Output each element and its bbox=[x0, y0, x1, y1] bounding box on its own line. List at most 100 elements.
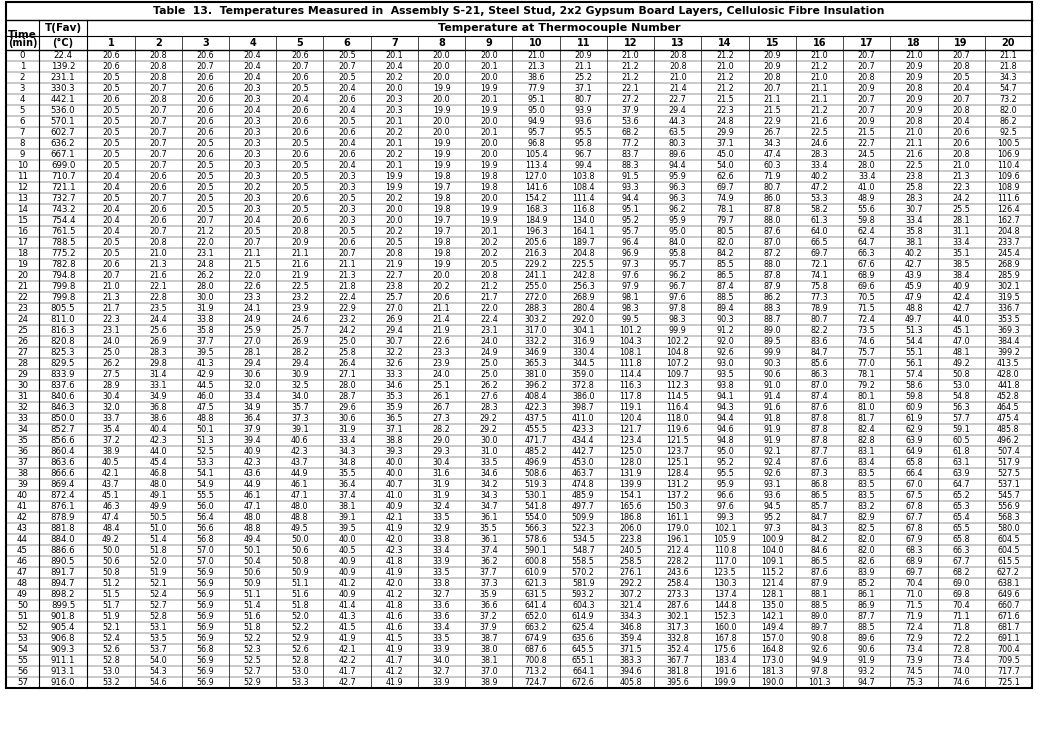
Text: 72.1: 72.1 bbox=[811, 260, 828, 269]
Text: 74.6: 74.6 bbox=[857, 337, 875, 346]
Text: 82.0: 82.0 bbox=[716, 238, 734, 247]
Text: 891.7: 891.7 bbox=[51, 568, 76, 577]
Text: 20.1: 20.1 bbox=[480, 128, 497, 137]
Text: 66.4: 66.4 bbox=[905, 469, 923, 478]
Text: 101.3: 101.3 bbox=[809, 678, 830, 687]
Text: 99.9: 99.9 bbox=[668, 326, 687, 335]
Text: 52.7: 52.7 bbox=[149, 601, 167, 610]
Text: 21.3: 21.3 bbox=[338, 271, 356, 280]
Text: 44.0: 44.0 bbox=[149, 447, 167, 456]
Text: 94.7: 94.7 bbox=[857, 678, 875, 687]
Text: 41.7: 41.7 bbox=[385, 656, 403, 665]
Text: 21.1: 21.1 bbox=[244, 249, 262, 258]
Text: 399.2: 399.2 bbox=[996, 348, 1019, 357]
Text: 36.1: 36.1 bbox=[480, 535, 497, 544]
Text: 32.7: 32.7 bbox=[433, 590, 450, 599]
Text: 33.1: 33.1 bbox=[149, 381, 167, 390]
Text: 522.3: 522.3 bbox=[572, 524, 595, 533]
Text: 87.6: 87.6 bbox=[763, 227, 781, 236]
Text: 40.9: 40.9 bbox=[338, 590, 356, 599]
Text: 51.4: 51.4 bbox=[149, 535, 167, 544]
Text: 30.4: 30.4 bbox=[433, 458, 450, 467]
Text: 56.9: 56.9 bbox=[196, 667, 214, 676]
Text: 20: 20 bbox=[17, 271, 28, 280]
Text: 51.5: 51.5 bbox=[102, 590, 119, 599]
Text: 63.9: 63.9 bbox=[952, 469, 969, 478]
Text: 191.6: 191.6 bbox=[714, 667, 736, 676]
Text: 27.1: 27.1 bbox=[338, 370, 356, 379]
Text: 92.0: 92.0 bbox=[716, 337, 734, 346]
Text: 20.4: 20.4 bbox=[102, 172, 119, 181]
Text: 83.5: 83.5 bbox=[857, 491, 875, 500]
Text: 27.0: 27.0 bbox=[385, 304, 403, 313]
Text: 19.7: 19.7 bbox=[433, 227, 450, 236]
Text: 699.0: 699.0 bbox=[51, 161, 76, 170]
Text: 441.8: 441.8 bbox=[998, 381, 1019, 390]
Text: 34.6: 34.6 bbox=[480, 469, 497, 478]
Text: 93.8: 93.8 bbox=[716, 381, 734, 390]
Text: 116.3: 116.3 bbox=[620, 381, 641, 390]
Text: 83.9: 83.9 bbox=[857, 568, 875, 577]
Text: 137.4: 137.4 bbox=[714, 590, 736, 599]
Text: 26.9: 26.9 bbox=[149, 337, 167, 346]
Text: 21.0: 21.0 bbox=[622, 51, 639, 60]
Text: 82.9: 82.9 bbox=[857, 513, 875, 522]
Text: 47.5: 47.5 bbox=[196, 403, 214, 412]
Text: 24.6: 24.6 bbox=[811, 139, 828, 148]
Text: 89.6: 89.6 bbox=[857, 634, 875, 643]
Text: 32: 32 bbox=[17, 403, 28, 412]
Text: 530.1: 530.1 bbox=[525, 491, 547, 500]
Text: 88.5: 88.5 bbox=[857, 623, 875, 632]
Text: 47: 47 bbox=[17, 568, 28, 577]
Text: 25.0: 25.0 bbox=[338, 337, 356, 346]
Text: 860.4: 860.4 bbox=[51, 447, 76, 456]
Text: 256.3: 256.3 bbox=[572, 282, 595, 291]
Text: 22.8: 22.8 bbox=[149, 293, 167, 302]
Text: 20.6: 20.6 bbox=[433, 293, 450, 302]
Text: 40.0: 40.0 bbox=[385, 469, 403, 478]
Text: 18: 18 bbox=[17, 249, 28, 258]
Text: 41.2: 41.2 bbox=[338, 579, 356, 588]
Text: 604.5: 604.5 bbox=[998, 546, 1019, 555]
Text: 20.1: 20.1 bbox=[385, 51, 403, 60]
Text: 47.2: 47.2 bbox=[811, 183, 828, 192]
Text: 32.2: 32.2 bbox=[385, 348, 403, 357]
Text: 19.8: 19.8 bbox=[433, 205, 450, 214]
Text: 233.7: 233.7 bbox=[998, 238, 1019, 247]
Text: 22.6: 22.6 bbox=[433, 337, 450, 346]
Text: 66.3: 66.3 bbox=[953, 546, 969, 555]
Text: 20.1: 20.1 bbox=[385, 161, 403, 170]
Text: Temperature at Thermocouple Number: Temperature at Thermocouple Number bbox=[438, 23, 681, 33]
Text: 92.5: 92.5 bbox=[1000, 128, 1017, 137]
Text: 42.9: 42.9 bbox=[196, 370, 214, 379]
Text: 37.3: 37.3 bbox=[291, 414, 308, 423]
Text: 45.0: 45.0 bbox=[716, 150, 734, 159]
Text: 20.7: 20.7 bbox=[857, 51, 875, 60]
Text: 21.6: 21.6 bbox=[811, 117, 828, 126]
Text: 45: 45 bbox=[17, 546, 28, 555]
Text: 21.2: 21.2 bbox=[716, 84, 734, 93]
Text: 21.1: 21.1 bbox=[811, 84, 828, 93]
Text: 19.7: 19.7 bbox=[433, 216, 450, 225]
Text: 26.1: 26.1 bbox=[433, 392, 450, 401]
Text: 164.8: 164.8 bbox=[761, 645, 784, 654]
Text: 381.0: 381.0 bbox=[525, 370, 547, 379]
Text: 13: 13 bbox=[671, 38, 684, 48]
Text: 700.8: 700.8 bbox=[525, 656, 547, 665]
Text: 83.5: 83.5 bbox=[857, 469, 875, 478]
Text: 38.0: 38.0 bbox=[480, 645, 497, 654]
Text: 63.1: 63.1 bbox=[953, 458, 969, 467]
Text: 54.4: 54.4 bbox=[905, 337, 923, 346]
Text: 85.6: 85.6 bbox=[811, 359, 828, 368]
Text: 95.2: 95.2 bbox=[622, 216, 639, 225]
Text: 5: 5 bbox=[297, 38, 303, 48]
Text: 713.2: 713.2 bbox=[524, 667, 547, 676]
Text: 20.7: 20.7 bbox=[338, 62, 356, 71]
Text: 732.7: 732.7 bbox=[51, 194, 76, 203]
Text: 56.9: 56.9 bbox=[196, 601, 214, 610]
Text: 33.9: 33.9 bbox=[433, 678, 450, 687]
Text: 90.3: 90.3 bbox=[763, 359, 781, 368]
Text: 20.3: 20.3 bbox=[244, 194, 262, 203]
Text: 22.3: 22.3 bbox=[102, 315, 119, 324]
Text: 852.7: 852.7 bbox=[51, 425, 76, 434]
